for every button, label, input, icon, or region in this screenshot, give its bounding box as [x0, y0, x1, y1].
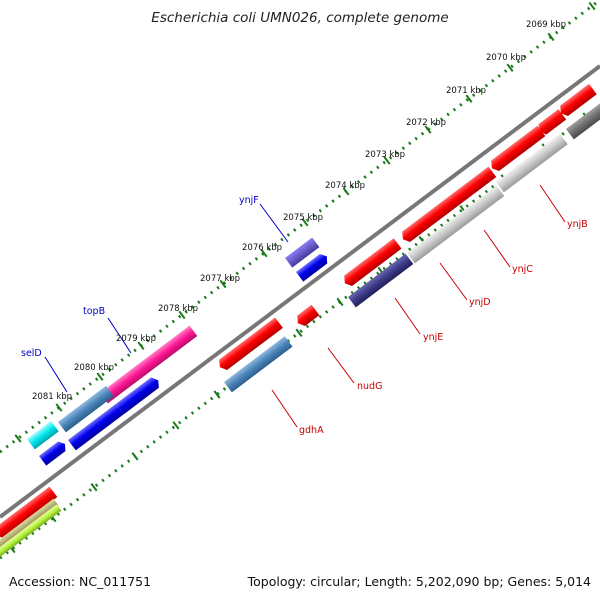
- gene-label-ynjE[interactable]: ynjE: [423, 332, 443, 343]
- kbp-label: 2081 kbp: [32, 392, 72, 402]
- leader-selD: [44, 356, 68, 393]
- gene-steel-left[interactable]: [58, 385, 114, 433]
- gene-red-bottom-left[interactable]: [0, 486, 58, 541]
- scale-tick: [178, 310, 186, 320]
- scale-tick: [172, 421, 180, 430]
- leader-ynjF: [259, 203, 289, 243]
- gene-ynjC[interactable]: [496, 133, 568, 193]
- kbp-label: 2075 kbp: [283, 213, 323, 223]
- gene-ynjB[interactable]: [488, 125, 546, 174]
- scale-tick: [14, 434, 22, 443]
- kbp-label: 2076 kbp: [242, 243, 282, 253]
- scale-tick: [55, 403, 63, 412]
- scale-tick: [219, 279, 227, 289]
- kbp-label: 2077 kbp: [200, 274, 240, 284]
- gene-arrow-blue-left[interactable]: [39, 439, 69, 466]
- gene-ynjE[interactable]: [341, 238, 402, 288]
- gene-dgray[interactable]: [566, 100, 600, 140]
- leader-ynjE: [394, 297, 421, 335]
- scale-tick: [336, 297, 344, 307]
- gene-ynjD[interactable]: [399, 166, 497, 245]
- gene-navy[interactable]: [348, 253, 414, 308]
- kbp-label: 2069 kbp: [526, 20, 566, 30]
- scale-tick: [301, 218, 309, 227]
- kbp-label: 2072 kbp: [406, 118, 446, 128]
- gene-label-ynjC[interactable]: ynjC: [512, 264, 533, 275]
- gene-lime[interactable]: [0, 504, 62, 563]
- kbp-label: 2071 kbp: [446, 86, 486, 96]
- gene-selD[interactable]: [27, 420, 59, 450]
- scale-tick: [96, 372, 104, 381]
- scale-tick: [342, 187, 350, 196]
- scale-tick: [506, 63, 514, 72]
- kbp-label: 2074 kbp: [325, 181, 365, 191]
- gene-label-ynjB[interactable]: ynjB: [567, 219, 588, 230]
- gene-red-top-right-2[interactable]: [536, 109, 567, 136]
- gene-tan[interactable]: [0, 498, 59, 555]
- gene-ynjF[interactable]: [285, 237, 320, 268]
- scale-tick: [383, 156, 391, 165]
- genome-summary-text: Topology: circular; Length: 5,202,090 bp…: [247, 574, 591, 589]
- gene-label-selD[interactable]: selD: [21, 348, 42, 359]
- gene-steel-right[interactable]: [224, 336, 293, 393]
- leader-nudG: [327, 347, 355, 384]
- kbp-label: 2080 kbp: [74, 363, 114, 373]
- kbp-label: 2073 kbp: [365, 150, 405, 160]
- kbp-label: 2079 kbp: [116, 334, 156, 344]
- gene-arrow-blue-small[interactable]: [296, 252, 330, 282]
- gene-label-nudG[interactable]: nudG: [357, 381, 382, 392]
- map-title: Escherichia coli UMN026, complete genome: [151, 10, 449, 26]
- scale-tick: [547, 32, 555, 42]
- gene-gdhA[interactable]: [216, 317, 283, 372]
- scale-tick: [588, 1, 596, 11]
- kbp-label: 2078 kbp: [158, 304, 198, 314]
- gene-label-topB[interactable]: topB: [83, 306, 105, 317]
- gene-nudG[interactable]: [294, 304, 320, 329]
- scale-tick: [295, 328, 303, 337]
- kbp-label: 2070 kbp: [486, 53, 526, 63]
- gene-lgray-2[interactable]: [407, 185, 505, 264]
- genome-backbone: [0, 64, 600, 519]
- gene-label-ynjF[interactable]: ynjF: [239, 195, 259, 206]
- scale-tick: [260, 248, 268, 258]
- leader-ynjB: [539, 184, 566, 223]
- gene-label-ynjD[interactable]: ynjD: [469, 297, 491, 308]
- gene-red-top-right-1[interactable]: [557, 83, 597, 118]
- gene-arrow-blue-long[interactable]: [68, 375, 162, 451]
- scale-tick: [424, 125, 432, 134]
- scale-tick: [465, 94, 473, 103]
- leader-topB: [107, 317, 132, 354]
- leader-ynjD: [439, 262, 468, 301]
- gene-label-gdhA[interactable]: gdhA: [299, 425, 324, 436]
- scale-tick: [90, 482, 98, 492]
- accession-text: Accession: NC_011751: [9, 574, 152, 589]
- leader-gdhA: [271, 389, 298, 428]
- scale-tick: [213, 390, 221, 399]
- scale-tick: [131, 452, 139, 461]
- scale-tick: [137, 341, 145, 350]
- gene-topB[interactable]: [100, 325, 198, 404]
- leader-ynjC: [483, 229, 511, 268]
